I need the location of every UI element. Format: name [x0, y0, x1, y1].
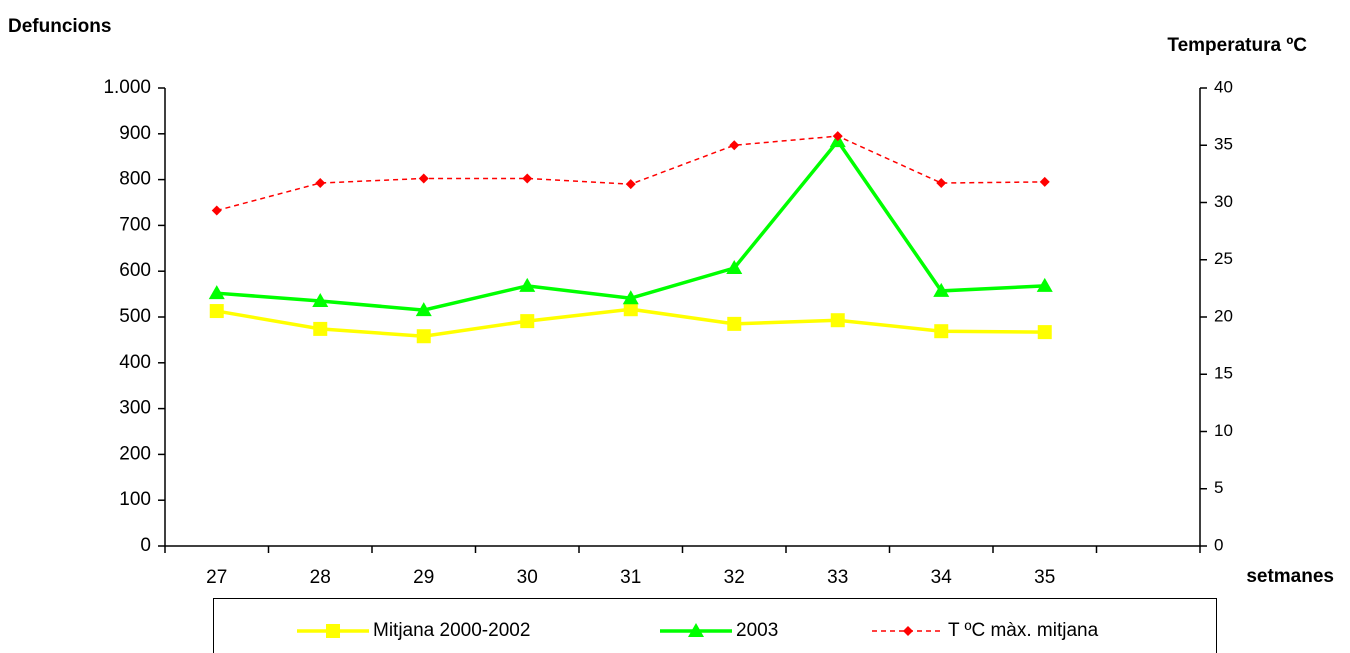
y2-tick-label: 5 — [1214, 478, 1223, 497]
series-marker — [312, 292, 329, 307]
y-tick-label: 600 — [119, 260, 151, 281]
series-marker — [933, 282, 950, 297]
y-tick-label: 400 — [119, 352, 151, 373]
x-tick-label: 27 — [206, 567, 227, 588]
y-tick-label: 800 — [119, 169, 151, 190]
series-marker — [211, 205, 222, 216]
legend-marker — [326, 624, 340, 638]
y2-tick-label: 0 — [1214, 535, 1223, 554]
series-marker — [832, 131, 843, 142]
series-marker — [415, 302, 432, 317]
series-marker — [520, 314, 535, 329]
x-tick-label: 32 — [724, 567, 745, 588]
x-tick-label: 35 — [1034, 567, 1055, 588]
series-marker — [623, 302, 638, 317]
legend-marker — [688, 623, 704, 637]
x-tick-label: 31 — [620, 567, 641, 588]
series-line — [216, 135, 1045, 212]
legend-label: Mitjana 2000-2002 — [373, 620, 530, 641]
legend-label: T ºC màx. mitjana — [948, 620, 1099, 641]
series-marker — [727, 316, 742, 331]
y2-tick-label: 10 — [1214, 421, 1233, 440]
series-line — [216, 138, 1045, 312]
x-tick-label: 29 — [413, 567, 434, 588]
series-marker — [315, 178, 326, 189]
legend-marker — [903, 626, 913, 636]
x-tick-label: 28 — [310, 567, 331, 588]
y-axis-title: Defuncions — [8, 16, 111, 37]
y2-axis-title: Temperatura ºC — [1167, 35, 1307, 56]
series-marker — [1039, 176, 1050, 187]
y-tick-label: 900 — [119, 123, 151, 144]
series-marker — [936, 178, 947, 189]
legend-box — [213, 598, 1217, 653]
y-tick-label: 500 — [119, 306, 151, 327]
series-marker — [418, 173, 429, 184]
y-tick-label: 200 — [119, 443, 151, 464]
series-marker — [416, 329, 431, 344]
series-marker — [625, 179, 636, 190]
legend-label: 2003 — [736, 620, 778, 641]
series-marker — [522, 173, 533, 184]
y2-tick-label: 20 — [1214, 306, 1233, 325]
series-marker — [313, 321, 328, 336]
y2-tick-label: 40 — [1214, 77, 1233, 96]
series-marker — [519, 277, 536, 292]
y-tick-label: 1.000 — [103, 77, 151, 98]
series-marker — [729, 140, 740, 151]
series-marker — [622, 290, 639, 305]
series-marker — [1036, 277, 1053, 292]
series-marker — [934, 324, 949, 339]
x-tick-label: 34 — [931, 567, 953, 588]
series-marker — [830, 313, 845, 328]
y2-tick-label: 35 — [1214, 135, 1233, 154]
x-tick-label: 33 — [827, 567, 848, 588]
y-tick-label: 300 — [119, 398, 151, 419]
series-marker — [726, 259, 743, 274]
x-axis-title: setmanes — [1246, 566, 1334, 587]
y-tick-label: 100 — [119, 489, 151, 510]
x-tick-label: 30 — [517, 567, 538, 588]
y2-tick-label: 25 — [1214, 249, 1233, 268]
y2-tick-label: 15 — [1214, 364, 1233, 383]
y-tick-label: 0 — [140, 535, 151, 556]
y-tick-label: 700 — [119, 214, 151, 235]
series-marker — [209, 304, 224, 319]
series-marker — [208, 285, 225, 300]
y2-tick-label: 30 — [1214, 192, 1233, 211]
series-marker — [1037, 325, 1052, 340]
